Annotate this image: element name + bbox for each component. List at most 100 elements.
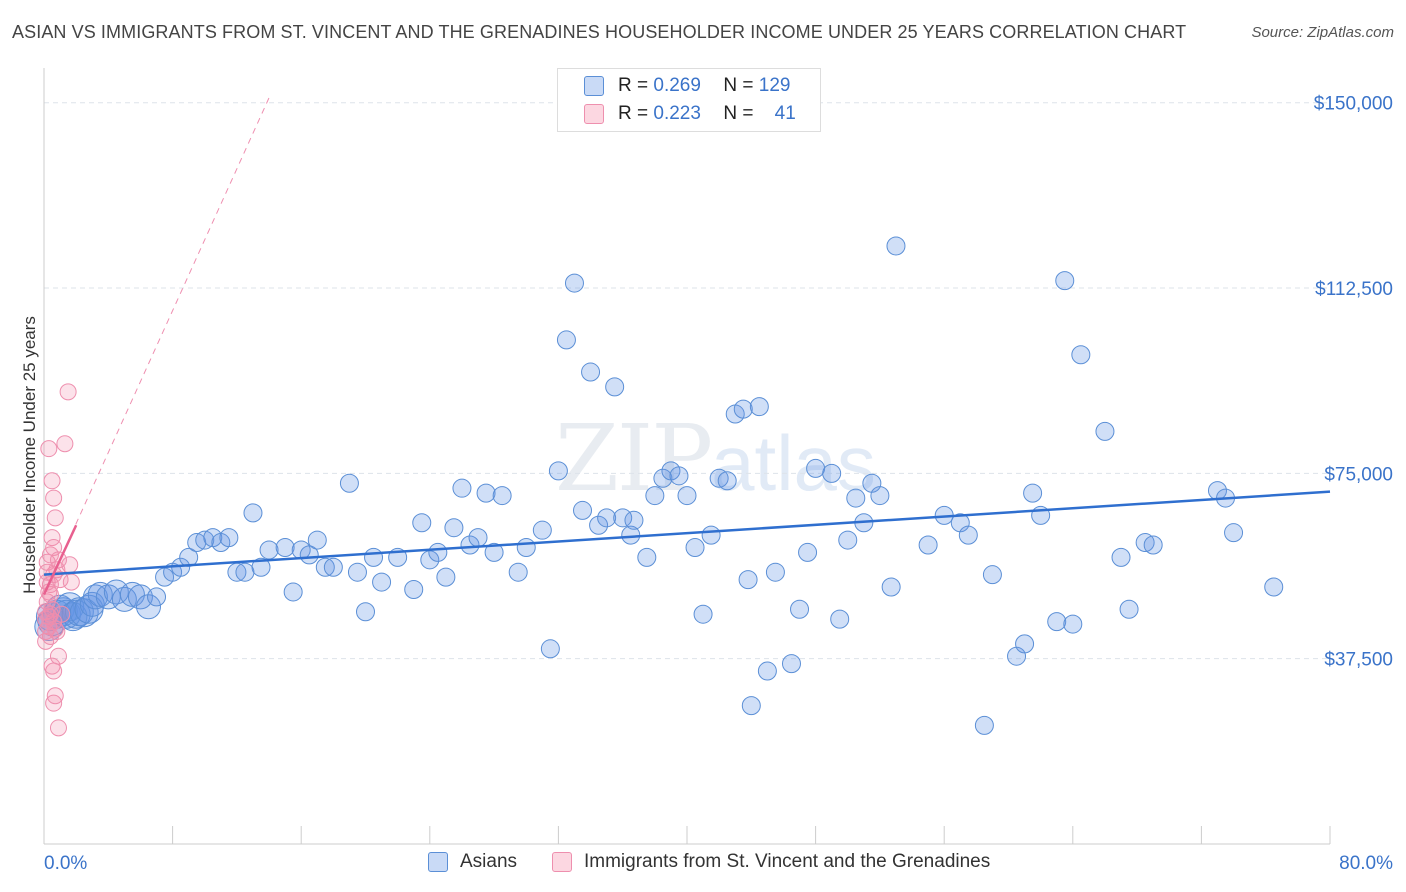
legend-swatch-asians (584, 76, 604, 96)
data-point-asian (540, 639, 560, 659)
y-tick-label: $150,000 (1314, 94, 1393, 115)
legend-item-svg[interactable]: Immigrants from St. Vincent and the Gren… (552, 851, 990, 873)
data-point-asian (781, 654, 801, 674)
data-point-asian (275, 537, 295, 557)
data-point-asian (127, 584, 153, 610)
data-point-asian (283, 582, 303, 602)
data-point-asian (589, 515, 609, 535)
data-point-asian (243, 503, 263, 523)
data-point-svg (45, 662, 63, 680)
data-point-asian (484, 542, 504, 562)
data-point-asian (1015, 634, 1035, 654)
data-point-asian (838, 530, 858, 550)
data-point-asian (605, 377, 625, 397)
source-label: Source: ZipAtlas.com (1251, 24, 1394, 41)
data-point-asian (82, 584, 108, 610)
data-point-asian (685, 537, 705, 557)
data-point-asian (881, 577, 901, 597)
data-point-asian (79, 591, 105, 617)
data-point-asian (372, 572, 392, 592)
x-tick-label: 0.0% (44, 853, 87, 874)
data-point-svg (49, 647, 67, 665)
data-point-asian (460, 535, 480, 555)
series-legend: Asians Immigrants from St. Vincent and t… (0, 851, 1406, 879)
data-point-asian (709, 468, 729, 488)
data-point-asian (556, 330, 576, 350)
data-point-asian (1071, 345, 1091, 365)
data-point-asian (637, 547, 657, 567)
data-point-asian (974, 715, 994, 735)
data-point-svg (41, 605, 59, 623)
data-point-asian (982, 565, 1002, 585)
data-point-asian (428, 542, 448, 562)
data-point-asian (147, 587, 167, 607)
legend-r-value-asians: 0.269 (653, 75, 701, 96)
data-point-svg (40, 440, 58, 458)
data-point-asian (339, 473, 359, 493)
data-point-asian (701, 525, 721, 545)
data-point-asian (103, 579, 129, 605)
data-point-asian (412, 513, 432, 533)
data-point-svg (48, 622, 66, 640)
data-point-asian (516, 537, 536, 557)
correlation-legend: R = 0.269 N = 129 R = 0.223 N = 41 (557, 68, 821, 132)
legend-swatch-svg (552, 852, 572, 872)
data-point-asian (846, 488, 866, 508)
data-point-asian (798, 542, 818, 562)
data-point-asian (717, 471, 737, 491)
data-point-asian (886, 236, 906, 256)
data-point-asian (532, 520, 552, 540)
data-point-asian (1055, 271, 1075, 291)
data-point-asian (476, 483, 496, 503)
y-tick-label: $112,500 (1315, 279, 1393, 300)
data-point-asian (581, 362, 601, 382)
legend-row-svg: R = 0.223 N = 41 (584, 103, 796, 125)
data-point-svg (46, 509, 64, 527)
legend-swatch-svg (584, 104, 604, 124)
data-point-asian (958, 525, 978, 545)
data-point-asian (1047, 612, 1067, 632)
data-point-asian (757, 661, 777, 681)
data-point-asian (653, 468, 673, 488)
data-point-asian (315, 557, 335, 577)
data-point-svg (46, 687, 64, 705)
data-point-asian (765, 562, 785, 582)
data-point-asian (822, 463, 842, 483)
data-point-asian (251, 557, 271, 577)
data-point-asian (259, 540, 279, 560)
data-point-svg (43, 472, 61, 490)
data-point-asian (307, 530, 327, 550)
data-point-asian (364, 547, 384, 567)
trend-lines (42, 97, 1331, 595)
data-point-asian (597, 508, 617, 528)
trend-line-asians (43, 490, 1331, 576)
data-point-asian (1264, 577, 1284, 597)
data-point-asian (219, 528, 239, 548)
asians-series (34, 236, 1284, 735)
data-point-asian (738, 570, 758, 590)
legend-n-label: N = (723, 75, 754, 96)
data-point-asian (749, 397, 769, 417)
data-point-asian (669, 466, 689, 486)
data-point-asian (806, 458, 826, 478)
legend-label-svg: Immigrants from St. Vincent and the Gren… (584, 851, 991, 872)
trend-line-svg-extended (43, 97, 270, 595)
data-point-asian (548, 461, 568, 481)
x-tick-label: 80.0% (1339, 853, 1393, 874)
y-tick-label: $75,000 (1324, 464, 1393, 485)
data-point-asian (1063, 614, 1083, 634)
data-point-asian (436, 567, 456, 587)
legend-label-asians: Asians (460, 851, 518, 872)
chart-title: ASIAN VS IMMIGRANTS FROM ST. VINCENT AND… (12, 22, 1187, 42)
data-point-asian (693, 604, 713, 624)
data-point-asian (508, 562, 528, 582)
data-point-svg (59, 383, 77, 401)
y-axis-label: Householder Income Under 25 years (20, 316, 39, 594)
legend-item-asians[interactable]: Asians (428, 851, 517, 873)
data-point-asian (444, 518, 464, 538)
data-point-asian (1119, 599, 1139, 619)
data-point-asian (235, 562, 255, 582)
data-point-asian (468, 528, 488, 548)
watermark: ZIPatlas (555, 405, 876, 512)
